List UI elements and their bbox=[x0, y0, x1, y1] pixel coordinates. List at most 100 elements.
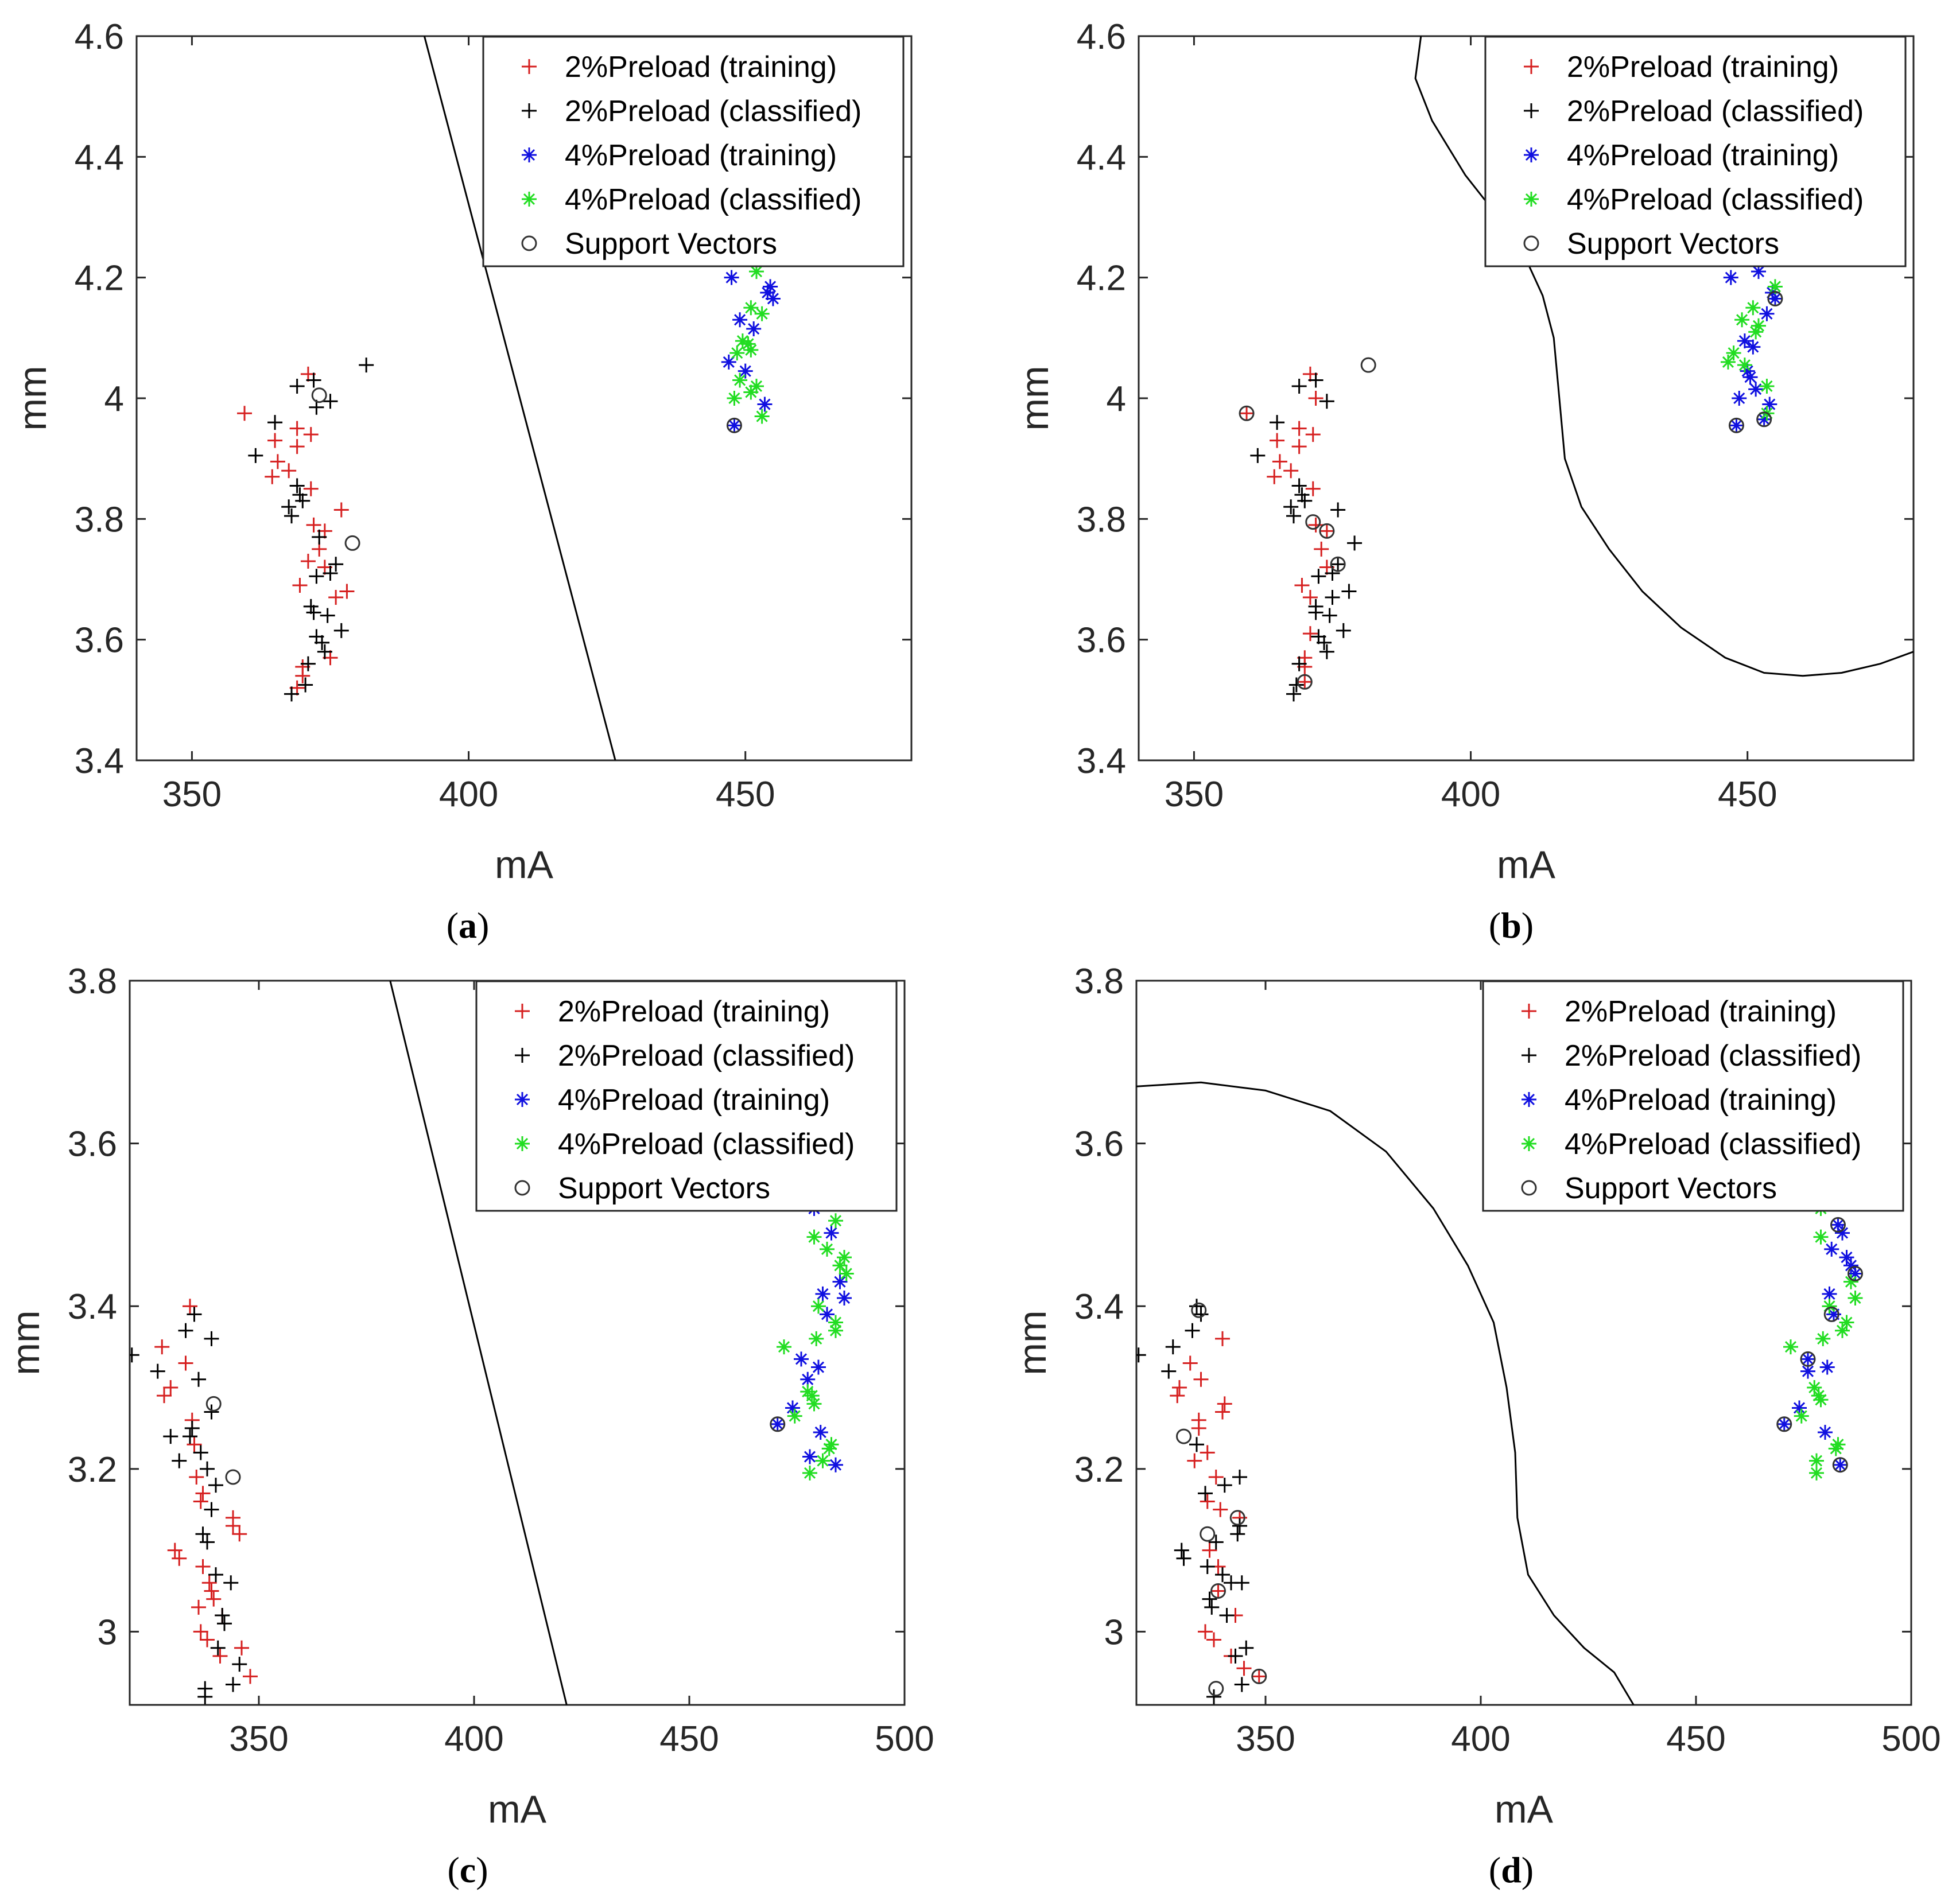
data-point-plus bbox=[189, 1469, 204, 1485]
data-point-star bbox=[721, 354, 736, 370]
data-point-plus bbox=[289, 421, 305, 436]
ticks: 350 400 450 500 3 3.2 3.4 3.6 3.8 bbox=[1074, 962, 1941, 1759]
data-point-star bbox=[1751, 264, 1766, 279]
data-point-star bbox=[1734, 312, 1750, 328]
data-point-star bbox=[1759, 378, 1775, 394]
legend-label: 2%Preload (classified) bbox=[558, 1039, 855, 1073]
x-axis-label: mA bbox=[1495, 1788, 1554, 1831]
y-tick-label: 3.6 bbox=[68, 1125, 117, 1164]
y-tick-label: 3.8 bbox=[68, 962, 117, 1001]
data-point-plus bbox=[237, 406, 253, 421]
data-point-plus bbox=[1294, 578, 1310, 593]
data-point-plus bbox=[303, 481, 319, 496]
data-point-star bbox=[1813, 1229, 1829, 1245]
legend: 2%Preload (training) 2%Preload (classifi… bbox=[1482, 980, 1904, 1212]
data-point-star bbox=[1767, 279, 1783, 294]
y-tick-label: 4.4 bbox=[75, 138, 124, 177]
data-point-star bbox=[732, 372, 748, 388]
y-tick-label: 3.4 bbox=[1074, 1287, 1124, 1327]
data-point-plus bbox=[172, 1551, 187, 1566]
data-point-star bbox=[1824, 1241, 1839, 1257]
data-point-star bbox=[800, 1371, 816, 1387]
data-point-plus bbox=[150, 1363, 165, 1379]
data-point-plus bbox=[1325, 590, 1340, 605]
data-point-star bbox=[770, 1416, 785, 1432]
data-point-star bbox=[1729, 418, 1744, 433]
data-point-plus bbox=[317, 644, 332, 659]
data-point-star bbox=[1759, 306, 1775, 321]
data-point-plus bbox=[1198, 1624, 1213, 1639]
data-point-plus bbox=[163, 1380, 178, 1395]
data-point-plus bbox=[1215, 1567, 1230, 1583]
support-vector-point bbox=[1305, 514, 1321, 530]
data-point-plus bbox=[1308, 605, 1324, 620]
data-point-plus bbox=[1294, 487, 1310, 503]
support-vector-point bbox=[726, 417, 742, 433]
support-vector-point bbox=[225, 1469, 241, 1485]
legend-plus-black-icon bbox=[515, 1048, 530, 1063]
data-point-plus bbox=[1239, 1640, 1254, 1656]
data-point-plus bbox=[1232, 1469, 1247, 1485]
data-point-star bbox=[1811, 1388, 1826, 1404]
boundary-line bbox=[1136, 1081, 1635, 1705]
data-point-star bbox=[1818, 1424, 1833, 1440]
data-point-star bbox=[794, 1351, 809, 1367]
x-tick-label: 500 bbox=[875, 1719, 934, 1759]
legend-box bbox=[1484, 36, 1907, 267]
data-point-star bbox=[1843, 1258, 1858, 1273]
data-point-plus bbox=[303, 427, 319, 442]
data-point-plus bbox=[1317, 635, 1332, 650]
support-vector-point bbox=[1210, 1583, 1226, 1599]
support-vector-point bbox=[1767, 290, 1783, 306]
data-point-plus bbox=[1161, 1363, 1177, 1379]
data-point-plus bbox=[1239, 406, 1255, 421]
data-point-plus bbox=[328, 557, 344, 572]
data-point-plus bbox=[226, 1510, 240, 1525]
panel-caption: (c) bbox=[447, 1850, 488, 1890]
y-tick-label: 3.8 bbox=[1074, 962, 1124, 1001]
data-point-plus bbox=[306, 372, 321, 388]
data-point-star bbox=[760, 285, 775, 300]
data-point-plus bbox=[333, 502, 349, 518]
data-point-plus bbox=[284, 508, 299, 524]
data-point-star bbox=[1848, 1291, 1863, 1306]
y-tick-label: 3.2 bbox=[68, 1450, 117, 1490]
data-point-star bbox=[837, 1291, 852, 1306]
data-point-star bbox=[727, 391, 742, 406]
legend-label: Support Vectors bbox=[565, 227, 777, 261]
data-point-plus bbox=[191, 1599, 206, 1615]
data-point-plus bbox=[306, 605, 321, 620]
legend-entry-p4-classified: 4%Preload (classified) bbox=[515, 1128, 855, 1161]
panel-a: 350 400 450 3.4 3.6 3.8 4 4.2 4.4 4.6 mA mm (a) 2… bbox=[11, 17, 913, 946]
data-point-plus bbox=[1200, 1494, 1215, 1509]
data-point-star bbox=[724, 270, 739, 285]
y-tick-label: 3.4 bbox=[75, 741, 124, 781]
y-tick-label: 3.4 bbox=[1077, 741, 1126, 781]
support-vector-point bbox=[1800, 1351, 1816, 1367]
data-point-plus bbox=[1319, 523, 1334, 539]
data-point-plus bbox=[215, 1608, 230, 1623]
data-point-star bbox=[1828, 1441, 1843, 1456]
support-vector-point bbox=[1229, 1510, 1245, 1526]
data-point-plus bbox=[1308, 391, 1324, 406]
data-point-plus bbox=[339, 584, 355, 599]
data-point-star bbox=[811, 1359, 826, 1375]
panel-caption: (a) bbox=[447, 905, 490, 946]
data-point-plus bbox=[217, 1616, 232, 1631]
data-point-star bbox=[732, 312, 748, 328]
data-point-plus bbox=[1308, 517, 1324, 533]
data-point-plus bbox=[1322, 608, 1337, 623]
legend-star-blue-icon bbox=[515, 1092, 530, 1107]
data-point-star bbox=[828, 1213, 843, 1229]
data-point-plus bbox=[204, 1404, 219, 1420]
data-point-star bbox=[749, 264, 764, 279]
data-point-plus bbox=[200, 1632, 215, 1648]
panel-caption-letter: a bbox=[459, 905, 477, 946]
data-point-plus bbox=[1170, 1388, 1185, 1404]
data-point-plus bbox=[1217, 1478, 1232, 1493]
data-point-star bbox=[1835, 1323, 1850, 1338]
data-point-plus bbox=[1297, 674, 1313, 690]
data-point-plus bbox=[333, 623, 349, 638]
legend-plus-red-icon bbox=[1522, 1004, 1536, 1019]
data-point-plus bbox=[1291, 478, 1307, 494]
